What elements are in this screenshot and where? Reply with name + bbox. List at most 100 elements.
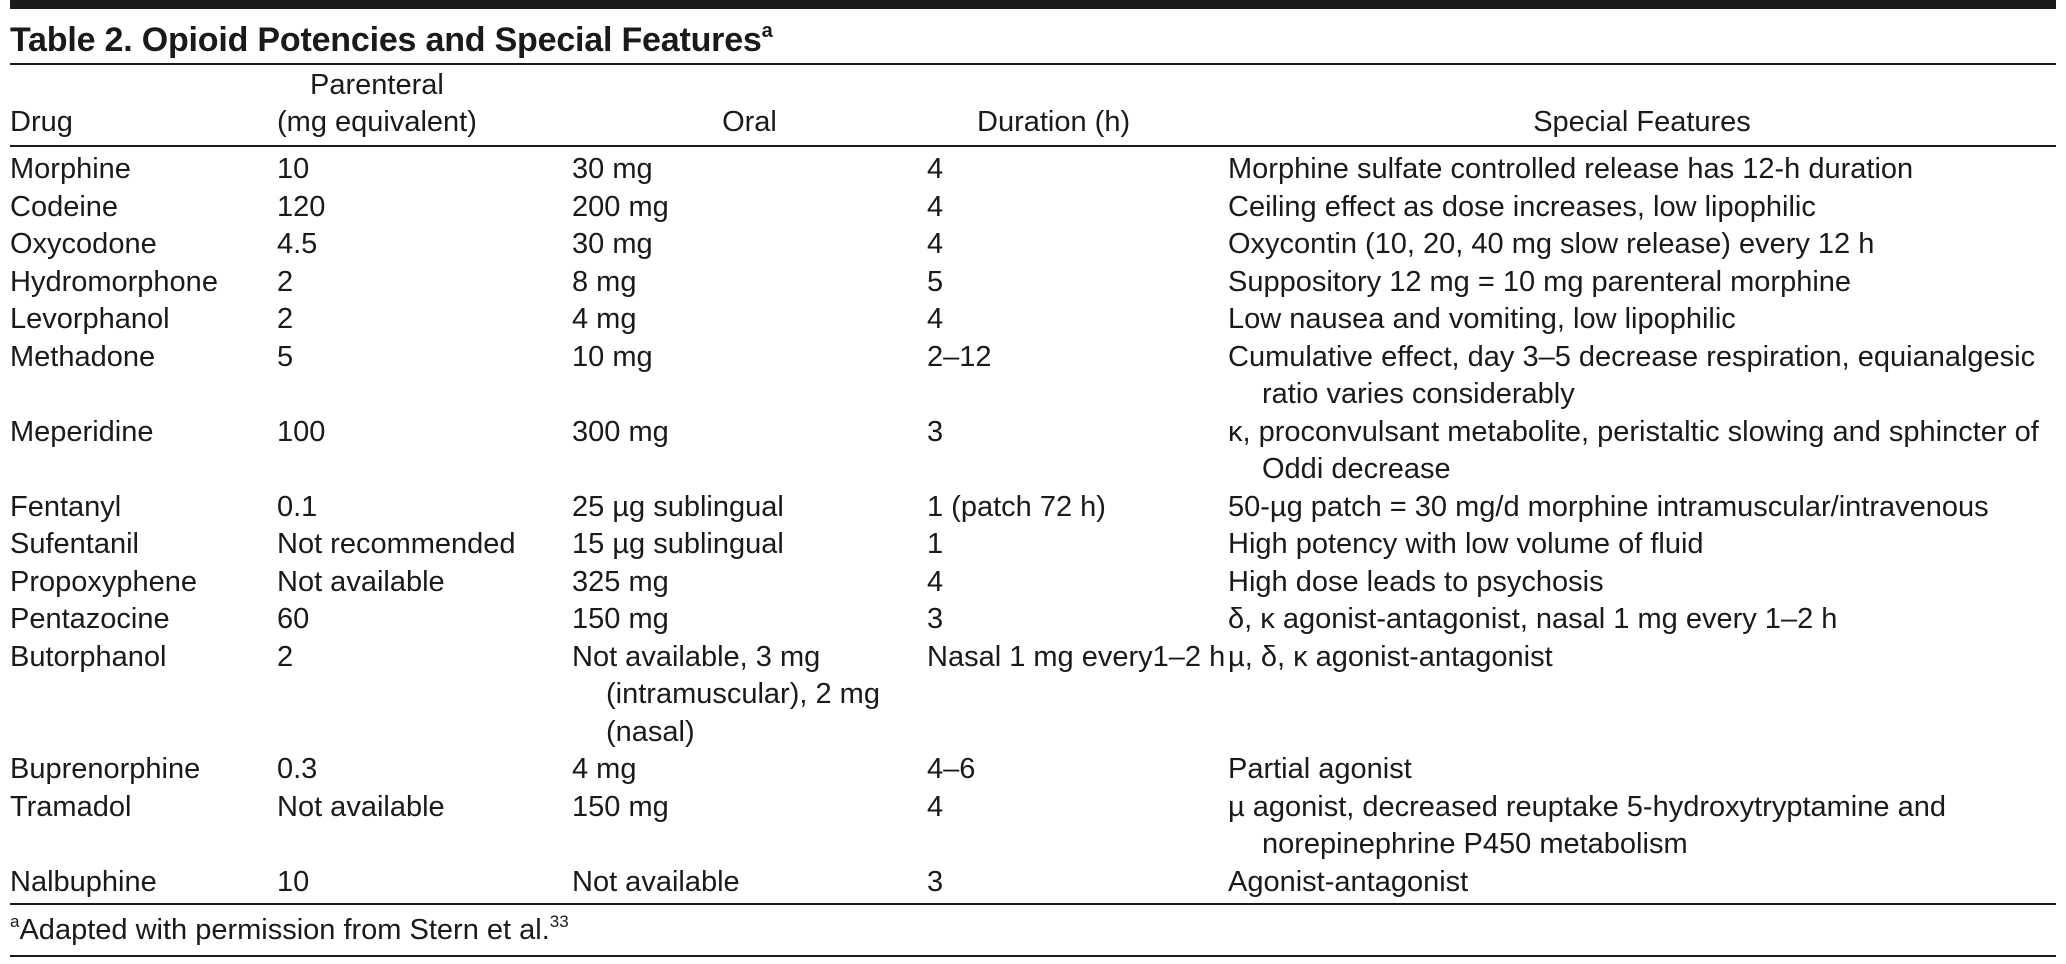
- cell-oral: 4 mg: [572, 753, 637, 785]
- cell-features: Low nausea and vomiting, low lipophilic: [1228, 303, 1736, 335]
- cell-duration: 4: [927, 790, 944, 823]
- cell-drug: Oxycodone: [10, 228, 157, 260]
- table-row: Buprenorphine 0.3 4 mg 4–6 Partial agonist: [10, 751, 2056, 789]
- header-parenteral: Parenteral (mg equivalent): [277, 65, 572, 147]
- table-row: Codeine 120 200 mg 4 Ceiling effect as dose …: [10, 189, 2056, 227]
- cell-features: δ, κ agonist-antagonist, nasal 1 mg ever…: [1228, 603, 1838, 635]
- table-row: Pentazocine 60 150 mg 3 δ, κ agonist-antagon…: [10, 601, 2056, 639]
- cell-parenteral: 100: [277, 415, 326, 448]
- table-row: Methadone 5 10 mg 2–12 Cumulative effect, da…: [10, 339, 2056, 414]
- table-title-text: Table 2. Opioid Potencies and Special Fe…: [10, 21, 762, 59]
- footnote-reference: 33: [549, 912, 569, 931]
- cell-parenteral: 120: [277, 190, 326, 223]
- header-duration: Duration (h): [927, 65, 1228, 147]
- cell-drug: Propoxyphene: [10, 565, 198, 598]
- cell-features: κ, proconvulsant metabolite, peristaltic…: [1228, 415, 2039, 486]
- table-row: Fentanyl 0.1 25 µg sublingual 1 (patch 72 h…: [10, 489, 2056, 527]
- cell-features: µ agonist, decreased reuptake 5-hydroxyt…: [1228, 790, 1946, 861]
- cell-drug: Nalbuphine: [10, 865, 157, 898]
- cell-features: Ceiling effect as dose increases, low li…: [1228, 190, 1816, 223]
- footnote-marker: a: [10, 912, 20, 931]
- cell-duration: 4: [927, 153, 944, 185]
- table-row: Sufentanil Not recommended 15 µg sublingua…: [10, 526, 2056, 564]
- top-rule: [10, 0, 2056, 9]
- cell-parenteral: 10: [277, 153, 310, 185]
- cell-drug: Sufentanil: [10, 528, 139, 560]
- table-body: Morphine 10 30 mg 4 Morphine sulfate control…: [10, 146, 2056, 903]
- cell-parenteral: 2: [277, 640, 294, 673]
- cell-parenteral: Not recommended: [277, 528, 516, 560]
- cell-duration: Nasal 1 mg every1–2 h: [927, 640, 1226, 673]
- cell-features: Partial agonist: [1228, 753, 1412, 785]
- table-row: Butorphanol 2 Not available, 3 mg (intramu…: [10, 639, 2056, 752]
- cell-duration: 5: [927, 265, 944, 298]
- cell-oral: 150 mg: [572, 603, 669, 635]
- cell-drug: Fentanyl: [10, 490, 122, 523]
- cell-parenteral: 5: [277, 340, 294, 373]
- cell-features: Oxycontin (10, 20, 40 mg slow release) e…: [1228, 228, 1875, 260]
- header-row: Drug Parenteral (mg equivalent) Oral Dur…: [10, 65, 2056, 147]
- cell-duration: 4: [927, 303, 944, 335]
- cell-features: High dose leads to psychosis: [1228, 565, 1604, 598]
- cell-oral: 300 mg: [572, 415, 669, 448]
- cell-oral: 8 mg: [572, 265, 637, 298]
- table-row: Oxycodone 4.5 30 mg 4 Oxycontin (10, 20, 40 …: [10, 226, 2056, 264]
- cell-duration: 3: [927, 865, 944, 898]
- cell-parenteral: 0.1: [277, 490, 318, 523]
- table-row: Morphine 10 30 mg 4 Morphine sulfate control…: [10, 146, 2056, 189]
- cell-oral: 4 mg: [572, 303, 637, 335]
- cell-features: µ, δ, κ agonist-antagonist: [1228, 640, 1553, 673]
- cell-parenteral: 2: [277, 303, 294, 335]
- cell-duration: 4: [927, 228, 944, 260]
- cell-oral: 25 µg sublingual: [572, 490, 784, 523]
- cell-features: Cumulative effect, day 3–5 decrease resp…: [1228, 340, 2036, 411]
- cell-duration: 3: [927, 415, 944, 448]
- cell-drug: Hydromorphone: [10, 265, 218, 298]
- table-row: Tramadol Not available 150 mg 4 µ agonist, d…: [10, 789, 2056, 864]
- cell-drug: Methadone: [10, 340, 156, 373]
- cell-duration: 2–12: [927, 340, 992, 373]
- cell-drug: Codeine: [10, 190, 119, 223]
- cell-drug: Morphine: [10, 153, 131, 185]
- cell-oral: Not available: [572, 865, 740, 898]
- cell-features: Agonist-antagonist: [1228, 865, 1469, 898]
- table-row: Levorphanol 2 4 mg 4 Low nausea and vomiting…: [10, 301, 2056, 339]
- cell-duration: 4: [927, 190, 944, 223]
- cell-oral: 150 mg: [572, 790, 669, 823]
- cell-oral: 30 mg: [572, 153, 653, 185]
- cell-drug: Meperidine: [10, 415, 154, 448]
- title-footnote-marker: a: [761, 20, 773, 42]
- cell-features: Morphine sulfate controlled release has …: [1228, 153, 1914, 185]
- opioid-table: Drug Parenteral (mg equivalent) Oral Dur…: [10, 65, 2056, 903]
- table-container: Table 2. Opioid Potencies and Special Fe…: [10, 0, 2056, 957]
- header-drug: Drug: [10, 65, 277, 147]
- cell-parenteral: Not available: [277, 565, 445, 598]
- cell-duration: 1: [927, 528, 944, 560]
- cell-duration: 1 (patch 72 h): [927, 490, 1106, 523]
- cell-drug: Tramadol: [10, 790, 132, 823]
- table-row: Propoxyphene Not available 325 mg 4 High dos…: [10, 564, 2056, 602]
- table-title: Table 2. Opioid Potencies and Special Fe…: [10, 17, 2056, 63]
- cell-drug: Levorphanol: [10, 303, 170, 335]
- cell-features: 50-µg patch = 30 mg/d morphine intramusc…: [1228, 490, 1989, 523]
- cell-oral: Not available, 3 mg (intramuscular), 2 m…: [572, 640, 880, 748]
- footnote-text: Adapted with permission from Stern et al…: [19, 914, 550, 946]
- cell-parenteral: 0.3: [277, 753, 318, 785]
- cell-parenteral: 60: [277, 603, 310, 635]
- header-parenteral-line1: Parenteral: [310, 69, 444, 101]
- cell-duration: 3: [927, 603, 944, 635]
- cell-features: Suppository 12 mg = 10 mg parenteral mor…: [1228, 265, 1852, 298]
- header-oral: Oral: [572, 65, 927, 147]
- table-row: Meperidine 100 300 mg 3 κ, proconvulsant met…: [10, 414, 2056, 489]
- cell-parenteral: 10: [277, 865, 310, 898]
- table-bottom-rule: [10, 903, 2056, 905]
- cell-oral: 30 mg: [572, 228, 653, 260]
- cell-duration: 4–6: [927, 753, 976, 785]
- header-parenteral-line2: (mg equivalent): [277, 106, 477, 138]
- header-features: Special Features: [1228, 65, 2056, 147]
- title-rule: [10, 63, 2056, 65]
- table-row: Hydromorphone 2 8 mg 5 Suppository 12 mg = 1…: [10, 264, 2056, 302]
- cell-parenteral: Not available: [277, 790, 445, 823]
- cell-drug: Pentazocine: [10, 603, 170, 635]
- cell-drug: Butorphanol: [10, 640, 167, 673]
